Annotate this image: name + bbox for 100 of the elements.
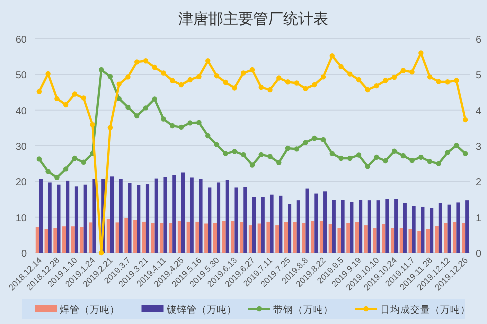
point	[330, 54, 335, 59]
point	[303, 86, 308, 92]
bar	[57, 184, 61, 253]
bar	[66, 180, 70, 253]
bar	[293, 222, 297, 253]
point	[170, 123, 176, 129]
point	[383, 158, 388, 164]
bar	[196, 222, 200, 253]
point	[365, 164, 371, 170]
point	[400, 153, 406, 159]
point	[108, 125, 114, 130]
point	[338, 156, 344, 162]
bar	[106, 219, 110, 253]
bar	[382, 224, 386, 253]
bar	[296, 200, 300, 253]
bar	[234, 188, 238, 253]
point	[285, 146, 291, 152]
point	[126, 104, 131, 110]
point	[436, 79, 442, 84]
bar	[341, 200, 345, 253]
point	[98, 67, 104, 73]
point	[285, 80, 291, 85]
point	[178, 82, 184, 88]
point	[54, 96, 60, 102]
y-tick-label: 60	[16, 35, 28, 46]
legend-label: 日均成交量（万吨）	[380, 304, 470, 316]
legend-label: 镀锌管（万吨）	[166, 304, 237, 316]
bar	[284, 222, 288, 253]
point	[161, 116, 166, 122]
bar	[39, 179, 43, 253]
bar	[216, 182, 221, 253]
bar	[240, 222, 244, 253]
y-tick-label: 0	[21, 249, 28, 260]
y-tick-label: 20	[16, 178, 28, 189]
point	[365, 87, 371, 93]
point	[356, 77, 362, 83]
point	[400, 68, 406, 74]
bar	[403, 203, 407, 253]
y-tick-label: 40	[16, 106, 28, 118]
bar	[448, 204, 452, 253]
bar	[279, 196, 283, 253]
bar	[172, 175, 176, 253]
bar	[244, 187, 248, 253]
point	[232, 86, 238, 91]
bar	[320, 221, 324, 253]
point	[206, 133, 211, 139]
point	[374, 154, 380, 160]
bar	[154, 178, 158, 253]
y-tick-label: 10	[16, 213, 28, 224]
point	[356, 152, 362, 158]
y2-tick-label: 5	[476, 70, 482, 82]
point	[196, 74, 202, 80]
bar	[368, 200, 372, 253]
point	[258, 152, 264, 158]
bar	[190, 178, 194, 253]
bar	[426, 229, 430, 253]
bar	[252, 197, 256, 253]
bar	[386, 200, 390, 253]
point	[134, 113, 140, 119]
point	[330, 151, 335, 156]
point	[427, 74, 433, 80]
point	[392, 148, 398, 154]
point	[72, 156, 78, 162]
point	[108, 74, 114, 80]
point	[223, 151, 228, 156]
point	[81, 160, 86, 166]
bar	[160, 223, 164, 253]
bar	[359, 200, 363, 253]
bar	[92, 179, 96, 253]
point	[312, 82, 318, 88]
bar	[376, 200, 380, 253]
point	[392, 74, 398, 80]
point	[454, 143, 460, 148]
bar	[261, 197, 265, 253]
bar	[54, 228, 58, 253]
bar	[408, 229, 412, 253]
bar	[213, 223, 217, 253]
point	[98, 250, 104, 256]
point	[268, 154, 273, 160]
point	[348, 156, 353, 162]
point	[206, 58, 211, 64]
bar	[204, 224, 208, 253]
bar	[276, 226, 280, 253]
bar	[84, 184, 88, 253]
point	[36, 89, 42, 94]
point	[188, 77, 193, 83]
point	[196, 120, 202, 126]
bar	[462, 223, 466, 253]
legend-label: 焊管（万吨）	[60, 304, 120, 316]
point	[116, 82, 122, 87]
point	[294, 146, 300, 152]
bar	[332, 200, 336, 253]
point	[134, 60, 140, 65]
point	[445, 150, 450, 156]
point	[418, 154, 424, 160]
point	[223, 80, 228, 86]
bar	[394, 200, 398, 253]
bar	[444, 223, 448, 253]
point	[338, 64, 344, 70]
bar	[222, 221, 226, 253]
